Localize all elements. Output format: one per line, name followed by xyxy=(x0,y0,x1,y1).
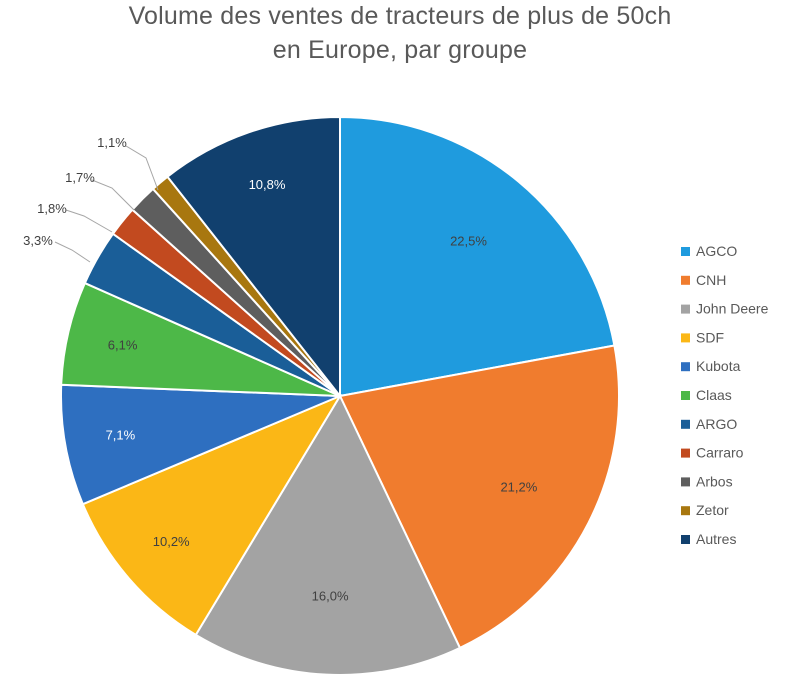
pie-slice-agco xyxy=(339,115,616,398)
legend-swatch-argo xyxy=(681,419,690,429)
legend-label-agco: AGCO xyxy=(696,243,737,259)
pie-slices xyxy=(60,115,620,676)
legend-swatch-cnh xyxy=(681,275,690,285)
legend-swatch-kubota xyxy=(681,362,690,372)
data-label-kubota: 7,1% xyxy=(106,428,136,443)
legend-label-sdf: SDF xyxy=(696,329,724,345)
legend-label-john-deere: John Deere xyxy=(696,301,769,317)
legend-swatch-sdf xyxy=(681,333,690,343)
legend-label-arbos: Arbos xyxy=(696,473,733,489)
data-label-zetor: 1,1% xyxy=(97,135,127,150)
legend-swatch-autres xyxy=(681,535,690,544)
data-label-argo: 3,3% xyxy=(23,233,53,248)
legend-label-claas: Claas xyxy=(696,387,732,403)
legend-swatch-carraro xyxy=(681,448,690,458)
chart-title-line-1: Volume des ventes de tracteurs de plus d… xyxy=(128,2,672,30)
legend-swatch-arbos xyxy=(681,477,690,487)
leader-line-carraro xyxy=(65,209,113,233)
leader-line-argo xyxy=(54,241,91,263)
pie-slice-sdf xyxy=(81,393,343,637)
chart-title-line-2: en Europe, par groupe xyxy=(272,36,528,64)
data-label-cnh: 21,2% xyxy=(500,479,537,494)
legend: AGCO CNH John Deere SDF Kubota Claas ARGO Carra… xyxy=(681,243,769,547)
legend-swatch-john-deere xyxy=(681,304,690,314)
data-label-sdf: 10,2% xyxy=(153,534,190,549)
data-labels: 22,5% 21,2% 16,0% 10,2% 7,1% 6,1% 3,3% 1,8% 1,7%… xyxy=(23,135,538,604)
data-label-autres: 10,8% xyxy=(249,177,286,192)
data-label-arbos: 1,7% xyxy=(65,170,95,185)
leader-line-arbos xyxy=(91,179,135,211)
data-label-agco: 22,5% xyxy=(450,234,487,249)
legend-label-cnh: CNH xyxy=(696,272,726,288)
legend-swatch-claas xyxy=(681,391,690,400)
legend-swatch-zetor xyxy=(681,506,690,516)
pie-slice-autres xyxy=(166,115,341,399)
data-label-claas: 6,1% xyxy=(108,338,138,353)
legend-label-carraro: Carraro xyxy=(696,445,744,461)
legend-swatch-agco xyxy=(681,247,690,256)
pie-slice-kubota xyxy=(60,383,341,506)
legend-label-argo: ARGO xyxy=(696,416,737,432)
legend-label-zetor: Zetor xyxy=(696,502,729,518)
legend-label-kubota: Kubota xyxy=(696,358,741,374)
pie-slice-cnh xyxy=(338,344,620,650)
leader-lines xyxy=(54,145,159,263)
leader-line-zetor xyxy=(125,145,159,191)
pie-slice-john-deere xyxy=(194,393,462,676)
data-label-john-deere: 16,0% xyxy=(312,589,349,604)
data-label-carraro: 1,8% xyxy=(37,201,67,216)
legend-label-autres: Autres xyxy=(696,531,736,547)
